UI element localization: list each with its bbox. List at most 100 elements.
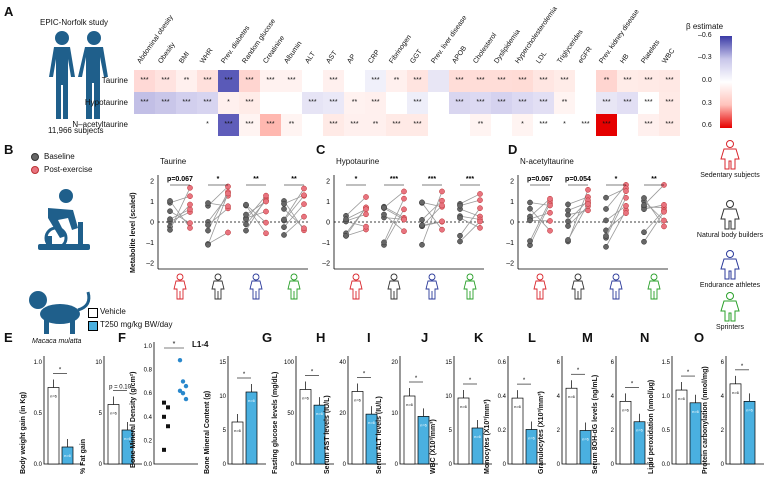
bar-chart: 1.5 1.0 0.5 0.0 n=6 n=6 * <box>662 356 710 468</box>
n-label: n=6 <box>622 407 630 412</box>
vehicle-point <box>162 447 166 452</box>
y-tick-label: 1 <box>150 199 154 206</box>
heatmap-cell: *** <box>323 92 344 114</box>
significance-label: *** <box>466 176 474 183</box>
legend-tick: –0.6 <box>698 32 712 39</box>
post-exercise-point <box>225 203 231 210</box>
y-tick-label: –1 <box>506 240 514 247</box>
baseline-point <box>343 232 349 239</box>
bar-chart: 40 20 0 n=6 n=6 * <box>339 356 386 468</box>
heatmap-cell <box>575 92 596 114</box>
heatmap-cell: *** <box>155 70 176 92</box>
pair-line <box>169 210 191 224</box>
heatmap-cell: *** <box>617 92 638 114</box>
legend-title: β estimate <box>686 22 724 31</box>
study-title: EPIC-Norfolk study <box>40 18 109 27</box>
post-exercise-point <box>439 218 445 225</box>
y-tick-label: 20 <box>339 411 346 417</box>
post-exercise-point <box>439 188 445 195</box>
y-tick-label: 2 <box>721 428 725 434</box>
pair-line <box>245 195 267 220</box>
baseline-point <box>167 227 173 233</box>
y-tick-label: 0 <box>510 220 514 227</box>
y-tick-label: 5 <box>99 411 103 417</box>
n-label: n=6 <box>50 394 58 399</box>
y-tick-label: 15 <box>219 360 226 366</box>
post-exercise-point <box>477 218 483 225</box>
treatment-point <box>180 391 186 396</box>
pair-line <box>529 212 551 220</box>
post-exercise-point <box>225 229 231 236</box>
n-label: n=6 <box>420 422 428 427</box>
baseline-point <box>641 202 647 208</box>
heatmap-cell <box>386 92 407 114</box>
significance-label: ** <box>651 176 657 183</box>
pair-line <box>207 191 229 231</box>
legend-tick: 0.3 <box>702 100 712 107</box>
heatmap-cell <box>617 114 638 136</box>
vehicle-point <box>162 400 166 405</box>
significance-label: p=0.067 <box>527 176 553 183</box>
pair-line <box>283 188 305 220</box>
heatmap-cell: *** <box>470 92 491 114</box>
heatmap-cell: *** <box>281 70 302 92</box>
baseline-point <box>641 229 647 236</box>
group-figure-icon <box>720 200 740 230</box>
n-label: n=6 <box>110 411 118 416</box>
n-label: n=6 <box>64 453 72 458</box>
vehicle-bar <box>729 383 742 465</box>
heatmap-cell: *** <box>596 114 617 136</box>
y-tick-label: 1.0 <box>34 360 43 366</box>
athlete-figure-icon <box>249 273 263 300</box>
baseline-point <box>205 200 211 206</box>
heatmap-cell <box>344 70 365 92</box>
y-tick-label: 0.0 <box>34 462 43 468</box>
athlete-figure-icon <box>533 273 547 300</box>
baseline-point <box>603 243 609 250</box>
pair-line <box>605 184 627 210</box>
baseline-point <box>243 211 249 218</box>
athlete-figure-icon <box>571 273 585 300</box>
post-exercise-point <box>401 195 407 202</box>
baseline-point <box>419 241 425 248</box>
treatment-label: T250 mg/kg BW/day <box>100 320 173 329</box>
y-tick-label: 15 <box>445 360 452 366</box>
post-exercise-point <box>547 195 553 202</box>
treatment-bar <box>743 400 756 465</box>
bar-chart: 15 10 5 0 n=6 n=6 * <box>445 356 492 468</box>
y-tick-label: 40 <box>339 360 346 366</box>
baseline-point <box>603 206 609 212</box>
y-tick-label: 0 <box>395 462 399 468</box>
y-tick-label: 0.8 <box>144 368 153 374</box>
n-label: n=6 <box>248 398 256 403</box>
pair-line <box>643 210 665 233</box>
n-label: n=6 <box>692 409 700 414</box>
heatmap-cell: *** <box>512 70 533 92</box>
y-tick-label: 0 <box>150 220 154 227</box>
heatmap-cell <box>428 70 449 92</box>
pair-line <box>245 201 267 215</box>
legend-markers <box>31 153 39 174</box>
bar-chart: 20 10 0 n=6 n=6 * <box>391 356 438 468</box>
baseline-point <box>243 227 249 234</box>
heatmap-cell: *** <box>512 92 533 114</box>
heatmap-cell: *** <box>638 70 659 92</box>
significance-label: * <box>577 368 580 374</box>
y-tick-label: 0.0 <box>662 462 671 468</box>
heatmap-cell <box>428 92 449 114</box>
y-axis-label: % Fat gain <box>80 438 87 474</box>
pair-line <box>529 208 551 231</box>
post-exercise-point <box>301 185 307 192</box>
vehicle-point <box>162 414 166 419</box>
athlete-figure-icon <box>287 273 301 300</box>
baseline-point <box>603 217 609 224</box>
post-exercise-point <box>301 225 307 232</box>
significance-label: * <box>741 364 744 370</box>
panel-label-i: I <box>367 330 371 345</box>
pair-line <box>529 202 551 206</box>
treatment-point <box>177 388 183 394</box>
heatmap-cell <box>449 114 470 136</box>
y-tick-label: 0 <box>611 462 615 468</box>
significance-label: *** <box>428 176 436 183</box>
heatmap-cell: *** <box>617 70 638 92</box>
